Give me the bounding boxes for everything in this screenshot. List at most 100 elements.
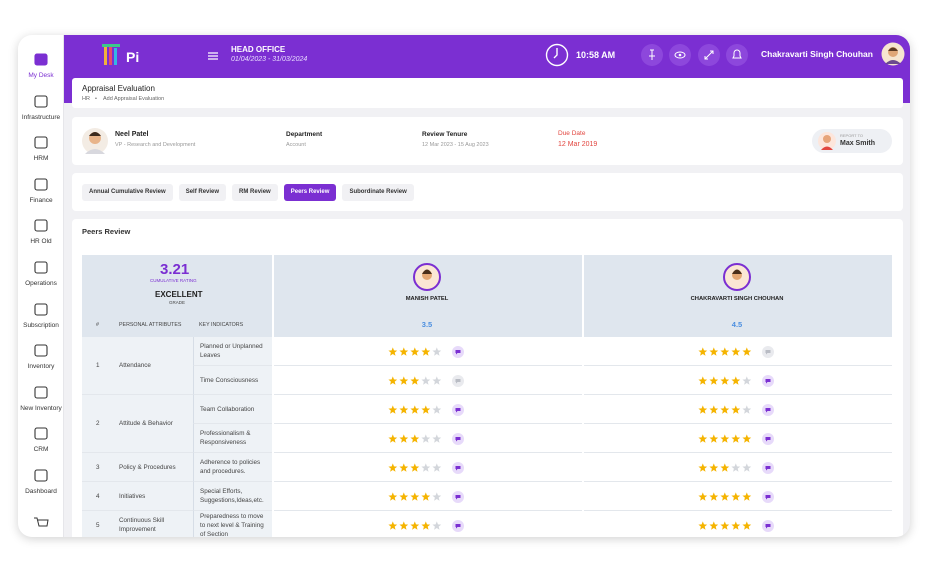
star [709,463,719,472]
sidebar-item[interactable]: HRM [18,133,64,173]
key-indicator: Professionalism & Responsiveness [193,424,272,453]
grade-label: GRADE [169,300,186,305]
icon-shape [34,386,48,399]
review-tab[interactable]: Annual Cumulative Review [82,184,173,201]
review-tab[interactable]: Self Review [178,184,227,201]
comment-button[interactable] [762,375,774,387]
star [720,376,730,385]
sidebar-item[interactable]: HR Old [18,216,64,256]
column-header: KEY INDICATORS [199,322,244,328]
star [410,492,420,501]
star [432,347,442,356]
star [698,521,708,530]
icon-shape [34,427,48,440]
star [432,463,442,472]
star [421,434,431,443]
sidebar-label: Subscription [23,321,59,329]
menu-button[interactable] [207,51,219,61]
comment-button[interactable] [762,433,774,445]
comment-button[interactable] [762,491,774,503]
sidebar-icon [34,344,48,357]
star [399,463,409,472]
sidebar-label: HRM [33,155,49,163]
notification-button[interactable] [726,44,748,66]
sidebar-label: Infrastructure [21,113,61,121]
rating-label: CUMULATIVE RATING [150,278,197,283]
breadcrumb-card: Appraisal Evaluation HR • Add Appraisal … [72,78,903,108]
tenure-value: 12 Mar 2023 - 15 Aug 2023 [422,142,489,148]
tenure-label: Review Tenure [422,131,468,138]
star [421,405,431,414]
star [388,347,398,356]
comment-button[interactable] [762,520,774,532]
star [731,347,741,356]
icon-shape [34,219,48,232]
comment-button[interactable] [762,462,774,474]
attribute-column [82,337,272,537]
comment-button[interactable] [452,346,464,358]
star-rating [388,492,442,501]
icon-shape [34,95,48,108]
comment-button[interactable] [762,346,774,358]
sidebar-icon [34,469,48,482]
comment-button[interactable] [762,404,774,416]
key-indicator: Special Efforts, Suggestions,Ideas,etc. [193,482,272,511]
sidebar-item[interactable]: My Desk [18,50,64,90]
review-tab[interactable]: Peers Review [283,184,337,201]
breadcrumb-sep: • [95,96,97,102]
column-header: # [96,322,99,328]
star [742,376,752,385]
star [399,492,409,501]
comment-icon [765,408,771,413]
star [421,492,431,501]
star [731,405,741,414]
header-actions [641,44,748,66]
comment-button[interactable] [452,375,464,387]
cumulative-rating: 3.21 [160,261,190,278]
breadcrumb-link[interactable]: HR [82,96,90,102]
sidebar-item[interactable]: Finance [18,175,64,215]
key-indicator: Time Consciousness [193,366,272,395]
comment-button[interactable] [452,462,464,474]
rating-cell [274,337,582,366]
sidebar-item[interactable]: CRM [18,424,64,464]
clock-icon [545,43,569,67]
comment-button[interactable] [452,404,464,416]
sidebar-item[interactable]: Inventory [18,341,64,381]
star [388,521,398,530]
star [709,434,719,443]
sidebar-label: HR Old [30,238,52,246]
sidebar-item[interactable]: Operations [18,258,64,298]
star [698,347,708,356]
sidebar: My Desk Infrastructure HRM Finance HR Old Ope… [18,35,64,537]
sidebar-item[interactable]: Dashboard [18,466,64,506]
comment-button[interactable] [452,491,464,503]
star [399,405,409,414]
star [421,376,431,385]
reviewer-column-divider [272,255,274,537]
report-label: REPORT TO [840,133,864,138]
comment-button[interactable] [452,520,464,532]
sidebar-item[interactable]: New Inventory [18,383,64,423]
due-label: Due Date [558,130,586,137]
sidebar-item[interactable]: Subscription [18,300,64,340]
page-title: Appraisal Evaluation [82,84,155,93]
department-value: Account [286,142,306,148]
star [410,521,420,530]
review-tab[interactable]: RM Review [232,184,278,201]
star [410,463,420,472]
rating-cell [584,424,892,453]
star [399,376,409,385]
star [720,463,730,472]
sidebar-label: Finance [29,196,53,204]
review-tab[interactable]: Subordinate Review [342,184,414,201]
user-avatar[interactable] [881,42,905,66]
reviewer-score: 3.5 [421,320,433,329]
sidebar-icon [34,303,48,316]
comment-icon [455,466,461,471]
comment-button[interactable] [452,433,464,445]
sidebar-item[interactable]: Infrastructure [18,92,64,132]
employee-name: Neel Patel [115,131,149,138]
star [709,347,719,356]
icon-shape [34,469,48,482]
